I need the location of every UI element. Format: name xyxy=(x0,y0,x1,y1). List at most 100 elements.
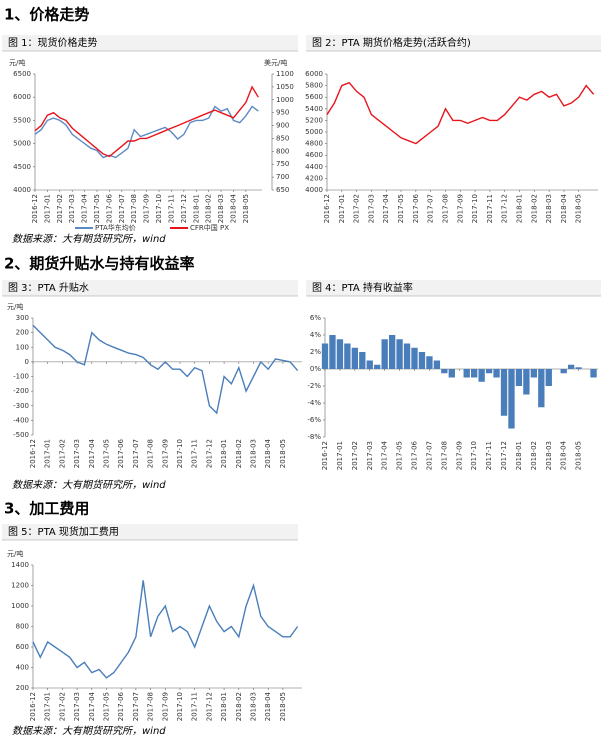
bar xyxy=(396,339,403,369)
y2-tick-label: 900 xyxy=(276,122,289,130)
source-note: 数据来源：大有期货研究所，wind xyxy=(12,725,166,737)
bar xyxy=(359,352,366,369)
x-tick-label: 2017-01 xyxy=(43,194,51,223)
x-tick-label: 2017-05 xyxy=(397,194,405,223)
legend-label: CFR中国 PX xyxy=(190,223,229,232)
y-tick-label: 5000 xyxy=(305,128,323,136)
caption-bar xyxy=(306,280,601,296)
bar xyxy=(590,369,597,378)
y-tick-label: -4% xyxy=(307,399,321,407)
x-tick-label: 2018-05 xyxy=(279,439,287,468)
x-tick-label: 2017-12 xyxy=(180,194,188,223)
bar xyxy=(485,369,493,374)
series-line xyxy=(34,105,259,159)
y-tick-label: 6500 xyxy=(13,70,31,78)
x-tick-label: 2018-03 xyxy=(217,194,225,223)
x-tick-label: 2018-04 xyxy=(560,440,568,470)
y-tick-label: 4400 xyxy=(305,163,323,171)
x-tick-label: 2017-05 xyxy=(396,441,404,470)
bar xyxy=(545,369,552,386)
y-tick-label: 5400 xyxy=(305,105,323,113)
section-heading: 1、价格走势 xyxy=(4,6,89,24)
y-tick-label: 200 xyxy=(16,329,29,337)
bar xyxy=(500,369,508,416)
y-tick-label: -6% xyxy=(307,416,321,424)
x-tick-label: 2016-12 xyxy=(31,194,39,223)
x-tick-label: 2017-02 xyxy=(353,194,361,223)
x-tick-label: 2017-04 xyxy=(81,193,89,223)
x-tick-label: 2017-02 xyxy=(351,441,359,470)
x-tick-label: 2017-07 xyxy=(132,692,140,721)
x-tick-label: 2017-02 xyxy=(58,439,66,468)
x-tick-label: 2017-12 xyxy=(501,194,509,223)
x-tick-label: 2017-08 xyxy=(147,439,155,468)
x-tick-label: 2017-04 xyxy=(382,193,390,223)
source-note: 数据来源：大有期货研究所，wind xyxy=(12,479,166,491)
y-tick-label: 200 xyxy=(16,684,29,692)
y-tick-label: 4% xyxy=(310,331,321,339)
bar xyxy=(321,343,329,369)
bar xyxy=(575,367,582,369)
x-tick-label: 2018-04 xyxy=(264,691,272,721)
bar xyxy=(426,356,433,369)
bar xyxy=(515,369,523,386)
x-tick-label: 2017-09 xyxy=(143,194,151,223)
x-tick-label: 2017-04 xyxy=(381,440,389,470)
x-tick-label: 2017-01 xyxy=(338,194,346,223)
y-tick-label: 5500 xyxy=(13,116,31,124)
bar xyxy=(351,347,359,369)
bar xyxy=(567,364,575,369)
y-tick-label: 100 xyxy=(16,343,29,351)
x-tick-label: 2017-02 xyxy=(58,692,66,721)
section-heading: 3、加工费用 xyxy=(4,500,89,518)
bar xyxy=(336,339,344,369)
x-tick-label: 2017-11 xyxy=(167,194,175,223)
bar xyxy=(411,347,418,369)
y2-tick-label: 1050 xyxy=(276,83,294,91)
x-tick-label: 2018-04 xyxy=(560,193,568,223)
x-tick-label: 2017-01 xyxy=(44,439,52,468)
y2-tick-label: 750 xyxy=(276,160,289,168)
legend-label: PTA华东均价 xyxy=(95,223,136,232)
x-tick-label: 2017-10 xyxy=(155,194,163,223)
y-tick-label: -400 xyxy=(13,416,29,424)
x-tick-label: 2017-08 xyxy=(440,441,448,470)
x-tick-label: 2017-01 xyxy=(44,692,52,721)
y-tick-label: 5200 xyxy=(305,116,323,124)
y-tick-label: 300 xyxy=(16,314,29,322)
y-tick-label: 600 xyxy=(16,643,29,651)
x-tick-label: 2017-12 xyxy=(205,692,213,721)
bar xyxy=(403,343,411,369)
x-tick-label: 2016-12 xyxy=(29,439,37,468)
x-tick-label: 2017-06 xyxy=(105,193,113,223)
bar xyxy=(538,369,545,408)
source-note: 数据来源：大有期货研究所，wind xyxy=(12,233,166,245)
chart-title: 图 1：现货价格走势 xyxy=(8,36,98,49)
bar xyxy=(478,369,485,382)
x-tick-label: 2017-12 xyxy=(500,441,508,470)
x-tick-label: 2018-04 xyxy=(264,438,272,468)
x-tick-label: 2018-05 xyxy=(575,441,583,470)
x-tick-label: 2017-05 xyxy=(93,194,101,223)
y-tick-label: 1200 xyxy=(11,582,29,590)
bar xyxy=(418,352,426,369)
x-tick-label: 2017-08 xyxy=(147,692,155,721)
x-tick-label: 2018-01 xyxy=(516,194,524,223)
y-tick-label: 2% xyxy=(310,348,321,356)
x-tick-label: 2017-10 xyxy=(470,441,478,470)
x-tick-label: 2017-07 xyxy=(425,441,433,470)
caption-bar xyxy=(2,280,298,296)
bar xyxy=(523,369,530,395)
x-tick-label: 2017-10 xyxy=(176,439,184,468)
bar xyxy=(493,369,500,378)
y-tick-label: 4500 xyxy=(13,163,31,171)
x-tick-label: 2017-08 xyxy=(441,194,449,223)
x-tick-label: 2017-03 xyxy=(68,194,76,223)
section-heading: 2、期货升贴水与持有收益率 xyxy=(4,255,194,273)
bar xyxy=(508,369,515,429)
x-tick-label: 2017-05 xyxy=(102,692,110,721)
series-line xyxy=(32,324,299,415)
bar xyxy=(329,335,336,369)
y2-tick-label: 1000 xyxy=(276,96,294,104)
y-tick-label: 4600 xyxy=(305,151,323,159)
